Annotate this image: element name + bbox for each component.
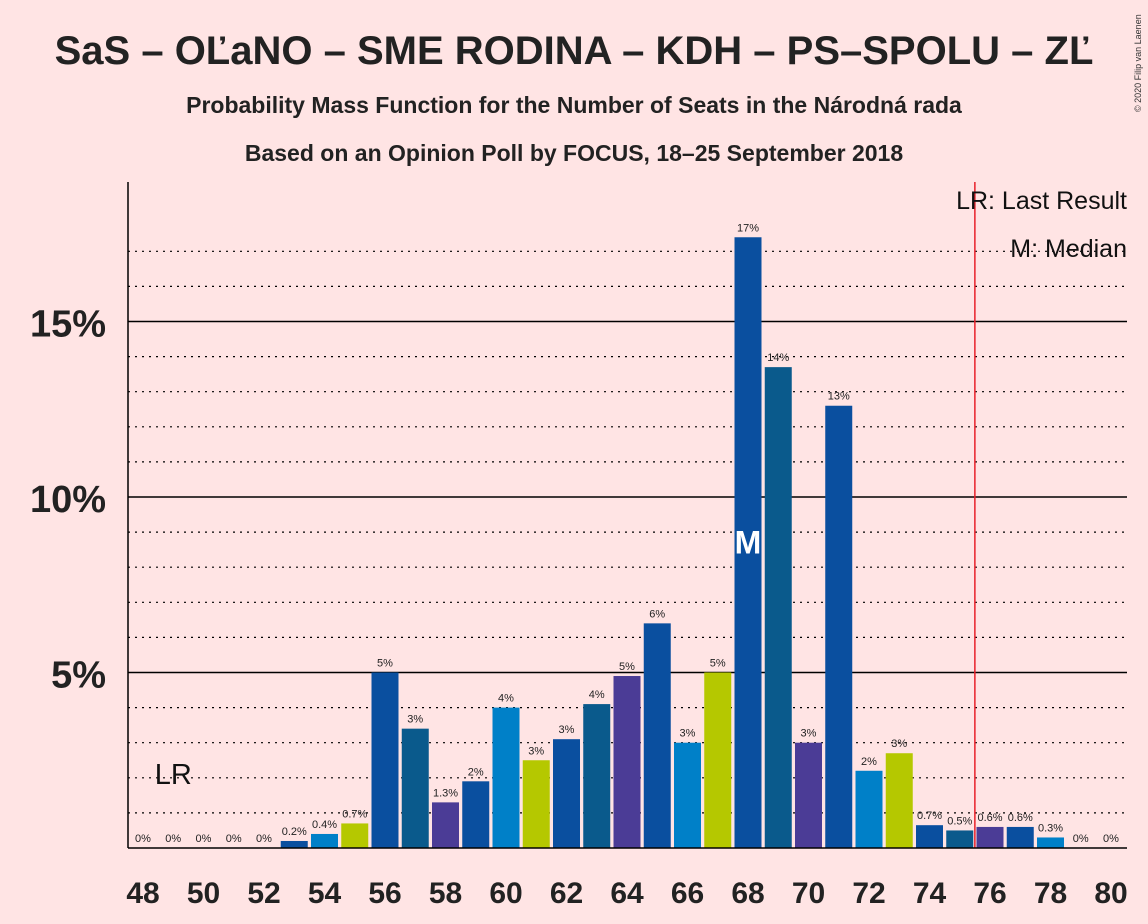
bar-label-seat-66: 3%	[680, 728, 696, 740]
x-tick-label: 72	[852, 877, 885, 910]
x-tick-label: 52	[247, 877, 280, 910]
bar-seat-56	[371, 672, 399, 848]
bar-seat-57	[401, 728, 429, 848]
bar-label-seat-54: 0.4%	[312, 819, 337, 831]
bar-label-seat-65: 6%	[649, 608, 665, 620]
x-tick-label: 80	[1094, 877, 1127, 910]
bar-label-seat-75: 0.5%	[947, 815, 972, 827]
y-tick-label: 5%	[51, 655, 106, 697]
bar-seat-62	[553, 739, 580, 848]
bar-seat-67	[704, 672, 732, 848]
bar-seat-60	[492, 707, 520, 848]
median-marker: M	[735, 525, 762, 561]
bar-label-seat-70: 3%	[801, 728, 817, 740]
bar-seat-72	[855, 770, 883, 848]
bar-label-seat-63: 4%	[589, 689, 605, 701]
bar-seat-69	[764, 367, 792, 848]
bar-label-seat-49: 0%	[165, 833, 181, 845]
x-tick-label: 64	[610, 877, 644, 910]
x-tick-label: 68	[731, 877, 764, 910]
bar-seat-64	[613, 676, 641, 848]
y-tick-labels: 5% 10% 15%	[30, 304, 106, 697]
chart-subtitle-2: Based on an Opinion Poll by FOCUS, 18–25…	[245, 140, 903, 166]
bar-label-seat-73: 3%	[891, 738, 907, 750]
bar-seat-73	[885, 753, 913, 848]
bar-label-seat-60: 4%	[498, 693, 514, 705]
bar-label-seat-53: 0.2%	[282, 826, 307, 838]
legend-last-result: LR: Last Result	[956, 187, 1127, 215]
bar-label-seat-69: 14%	[767, 352, 789, 364]
bar-label-seat-51: 0%	[226, 833, 242, 845]
last-result-marker: LR	[155, 759, 192, 791]
bar-seat-78	[1037, 837, 1064, 848]
bar-label-seat-55: 0.7%	[342, 808, 367, 820]
bar-seat-71	[825, 405, 853, 848]
bar-seat-55	[341, 823, 369, 848]
bar-label-seat-80: 0%	[1103, 833, 1119, 845]
x-tick-label: 78	[1034, 877, 1067, 910]
bar-label-seat-67: 5%	[710, 658, 726, 670]
bar-seat-77	[1006, 826, 1034, 848]
bar-label-seat-72: 2%	[861, 756, 877, 768]
bar-label-seat-48: 0%	[135, 833, 151, 845]
bar-seat-63	[583, 704, 611, 848]
bar-label-seat-62: 3%	[559, 724, 575, 736]
x-tick-label: 48	[126, 877, 159, 910]
x-tick-labels: 48 50 52 54 56 58 60 62 64 66 68 70 72 74 76 78 80	[126, 877, 1127, 910]
bar-label-seat-57: 3%	[407, 714, 423, 726]
bar-label-seat-56: 5%	[377, 658, 393, 670]
x-tick-label: 58	[429, 877, 462, 910]
bar-seat-68	[734, 237, 762, 848]
bar-label-seat-78: 0.3%	[1038, 822, 1063, 834]
bar-seat-65	[643, 623, 671, 848]
grid-lines	[128, 250, 1127, 814]
y-tick-label: 15%	[30, 304, 106, 346]
bar-label-seat-76: 0.6%	[977, 812, 1002, 824]
y-tick-label: 10%	[30, 479, 106, 521]
x-tick-label: 50	[187, 877, 220, 910]
x-tick-label: 74	[913, 877, 947, 910]
bar-seat-75	[946, 830, 974, 848]
legend-median: M: Median	[1010, 235, 1127, 263]
x-tick-label: 56	[368, 877, 401, 910]
bar-label-seat-58: 1.3%	[433, 787, 458, 799]
bar-label-seat-50: 0%	[196, 833, 212, 845]
x-tick-label: 76	[973, 877, 1006, 910]
bar-labels: 0% 0% 0% 0% 0% 0.2% 0.4% 0.7% 5% 3% 1.3% 2% 4% 3% 3% 4%…	[135, 222, 1119, 845]
bar-label-seat-59: 2%	[468, 766, 484, 778]
bar-label-seat-77: 0.6%	[1008, 812, 1033, 824]
bar-seat-61	[522, 760, 550, 848]
bar-seat-70	[795, 742, 822, 848]
bar-seat-58	[432, 802, 459, 848]
bar-seat-66	[674, 742, 701, 848]
x-tick-label: 60	[489, 877, 522, 910]
bar-seat-59	[462, 781, 490, 848]
bar-label-seat-71: 13%	[828, 391, 850, 403]
bar-label-seat-68: 17%	[737, 222, 759, 234]
bar-seat-76	[976, 826, 1004, 848]
bar-label-seat-52: 0%	[256, 833, 272, 845]
x-tick-label: 70	[792, 877, 825, 910]
x-tick-label: 66	[671, 877, 704, 910]
bar-label-seat-74: 0.7%	[917, 810, 942, 822]
bar-seat-53	[280, 840, 308, 848]
bar-seat-74	[916, 825, 943, 848]
bar-label-seat-64: 5%	[619, 661, 635, 673]
bar-seat-54	[311, 833, 338, 848]
chart-subtitle-1: Probability Mass Function for the Number…	[186, 92, 962, 118]
chart-title: SaS – OĽaNO – SME RODINA – KDH – PS–SPOL…	[55, 29, 1094, 73]
bar-label-seat-61: 3%	[528, 745, 544, 757]
x-tick-label: 54	[308, 877, 342, 910]
bar-label-seat-79: 0%	[1073, 833, 1089, 845]
x-tick-label: 62	[550, 877, 583, 910]
copyright-note: © 2020 Filip van Laenen	[1133, 14, 1143, 112]
bars	[280, 237, 1064, 848]
